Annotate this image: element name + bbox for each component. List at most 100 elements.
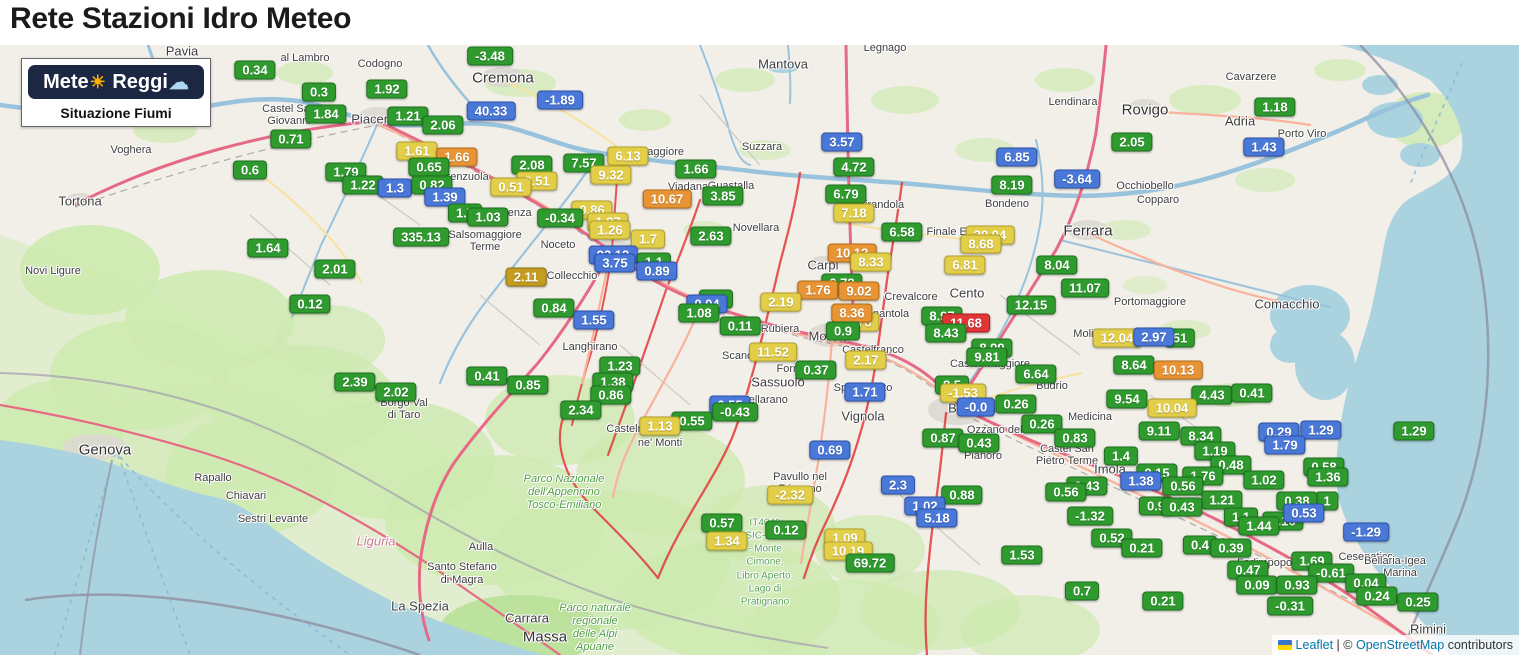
station-marker[interactable]: 1.79	[1264, 435, 1306, 455]
station-marker[interactable]: 1.29	[1300, 420, 1342, 440]
station-marker[interactable]: 1.43	[1243, 137, 1285, 157]
station-marker[interactable]: 0.43	[958, 433, 1000, 453]
station-marker[interactable]: 69.72	[845, 553, 895, 573]
station-marker[interactable]: 10.67	[642, 189, 692, 209]
station-marker[interactable]: 1.55	[573, 310, 615, 330]
station-marker[interactable]: 1.21	[1201, 490, 1243, 510]
station-marker[interactable]: 9.32	[590, 165, 632, 185]
station-marker[interactable]: 0.53	[1283, 503, 1325, 523]
station-marker[interactable]: 0.85	[507, 375, 549, 395]
station-marker[interactable]: 0.87	[922, 428, 964, 448]
station-marker[interactable]: 1.64	[247, 238, 289, 258]
station-marker[interactable]: 3.57	[821, 132, 863, 152]
station-marker[interactable]: 2.19	[760, 292, 802, 312]
station-marker[interactable]: 11.52	[749, 342, 797, 362]
station-marker[interactable]: 0.56	[1162, 476, 1204, 496]
station-marker[interactable]: 0.3	[301, 82, 337, 102]
station-marker[interactable]: 0.41	[1231, 383, 1273, 403]
station-marker[interactable]: 0.39	[1210, 538, 1252, 558]
station-marker[interactable]: 40.33	[466, 101, 516, 121]
station-marker[interactable]: 0.37	[795, 360, 837, 380]
station-marker[interactable]: 0.84	[533, 298, 575, 318]
station-marker[interactable]: 0.12	[289, 294, 331, 314]
station-marker[interactable]: 0.43	[1161, 497, 1203, 517]
station-marker[interactable]: 8.36	[831, 303, 873, 323]
station-marker[interactable]: 3.85	[702, 186, 744, 206]
station-marker[interactable]: 0.83	[1054, 428, 1096, 448]
station-marker[interactable]: 8.33	[850, 252, 892, 272]
station-marker[interactable]: 1.03	[467, 207, 509, 227]
station-marker[interactable]: 10.04	[1147, 398, 1197, 418]
station-marker[interactable]: 0.6	[232, 160, 268, 180]
station-marker[interactable]: 8.19	[991, 175, 1033, 195]
station-marker[interactable]: 1.76	[797, 280, 839, 300]
station-marker[interactable]: 2.17	[845, 350, 887, 370]
station-marker[interactable]: 2.06	[422, 115, 464, 135]
station-marker[interactable]: 9.54	[1106, 389, 1148, 409]
station-marker[interactable]: -3.64	[1054, 169, 1100, 189]
station-marker[interactable]: 2.05	[1111, 132, 1153, 152]
station-marker[interactable]: 12.15	[1006, 295, 1056, 315]
station-marker[interactable]: 1.23	[599, 356, 641, 376]
station-marker[interactable]: 9.11	[1138, 421, 1180, 441]
station-marker[interactable]: 1.92	[366, 79, 408, 99]
station-marker[interactable]: 1.84	[305, 104, 347, 124]
station-marker[interactable]: 1.39	[424, 187, 466, 207]
station-marker[interactable]: 5.18	[916, 508, 958, 528]
station-marker[interactable]: -0.61	[1308, 563, 1354, 583]
station-marker[interactable]: 0.11	[719, 316, 761, 336]
station-marker[interactable]: 0.7	[1064, 581, 1100, 601]
station-marker[interactable]: -1.89	[537, 90, 583, 110]
station-marker[interactable]: 0.12	[765, 520, 807, 540]
station-marker[interactable]: 1.36	[1307, 467, 1349, 487]
station-marker[interactable]: 6.81	[944, 255, 986, 275]
station-marker[interactable]: 0.09	[1236, 575, 1278, 595]
station-marker[interactable]: 7.18	[833, 203, 875, 223]
station-marker[interactable]: 1.13	[639, 416, 681, 436]
station-marker[interactable]: 10.13	[1153, 360, 1203, 380]
station-marker[interactable]: 0.47	[1227, 560, 1269, 580]
station-marker[interactable]: 0.41	[466, 366, 508, 386]
station-marker[interactable]: 6.58	[881, 222, 923, 242]
station-marker[interactable]: 6.13	[607, 146, 649, 166]
station-marker[interactable]: 8.34	[1180, 426, 1222, 446]
map-canvas[interactable]: Pavia al Lambro Codogno Cremona Legnago Manto…	[0, 45, 1519, 655]
station-marker[interactable]: 0.26	[995, 394, 1037, 414]
station-marker[interactable]: 0.89	[636, 261, 678, 281]
station-marker[interactable]: 6.64	[1015, 364, 1057, 384]
station-marker[interactable]: 2.63	[690, 226, 732, 246]
station-marker[interactable]: 0.51	[490, 177, 532, 197]
station-marker[interactable]: 1.44	[1238, 516, 1280, 536]
station-marker[interactable]: 1.02	[1243, 470, 1285, 490]
station-marker[interactable]: 1.08	[678, 303, 720, 323]
station-marker[interactable]: 6.79	[825, 184, 867, 204]
station-marker[interactable]: 0.86	[590, 385, 632, 405]
station-marker[interactable]: 335.13	[393, 227, 449, 247]
station-marker[interactable]: 2.34	[560, 400, 602, 420]
station-marker[interactable]: -0.31	[1267, 596, 1313, 616]
station-marker[interactable]: 8.64	[1113, 355, 1155, 375]
leaflet-link[interactable]: Leaflet	[1295, 638, 1334, 652]
station-marker[interactable]: 1.7	[630, 229, 666, 249]
station-marker[interactable]: 2.97	[1133, 327, 1175, 347]
station-marker[interactable]: 0.25	[1397, 592, 1439, 612]
station-marker[interactable]: -0.34	[537, 208, 583, 228]
station-marker[interactable]: 2.02	[375, 382, 417, 402]
station-marker[interactable]: -3.48	[467, 46, 513, 66]
station-marker[interactable]: 0.21	[1121, 538, 1163, 558]
station-marker[interactable]: 0.71	[270, 129, 312, 149]
station-marker[interactable]: 0.34	[234, 60, 276, 80]
station-marker[interactable]: 1.26	[589, 220, 631, 240]
station-marker[interactable]: -1.32	[1067, 506, 1113, 526]
station-marker[interactable]: 1.66	[675, 159, 717, 179]
station-marker[interactable]: -1.29	[1343, 522, 1389, 542]
station-marker[interactable]: 0.93	[1276, 575, 1318, 595]
station-marker[interactable]: -0.43	[712, 402, 758, 422]
station-marker[interactable]: 2.11	[505, 267, 547, 287]
station-marker[interactable]: 9.81	[966, 347, 1008, 367]
station-marker[interactable]: 1.3	[377, 178, 413, 198]
station-marker[interactable]: 1.53	[1001, 545, 1043, 565]
station-marker[interactable]: 1.4	[1103, 446, 1139, 466]
station-marker[interactable]: 0.9	[825, 321, 861, 341]
station-marker[interactable]: 2.3	[880, 475, 916, 495]
